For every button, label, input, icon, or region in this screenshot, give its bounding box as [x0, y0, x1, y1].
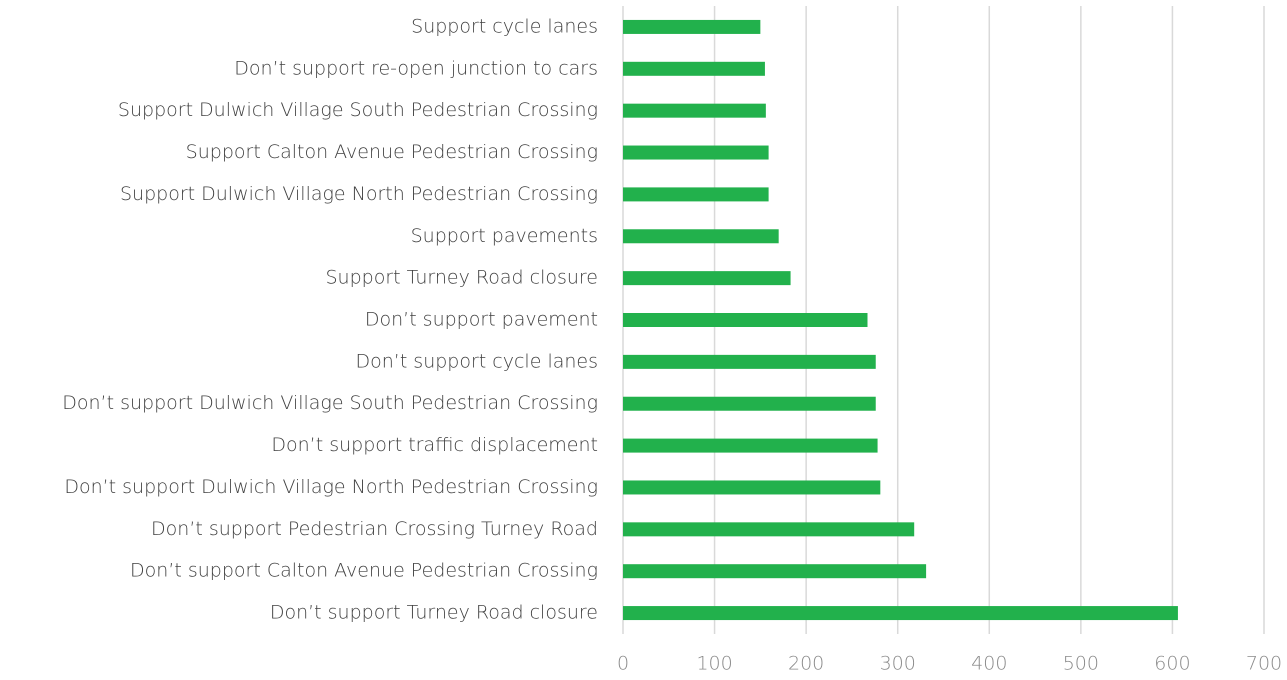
bar	[623, 61, 765, 76]
y-tick-label: Don’t support pavement	[365, 309, 598, 331]
x-tick-label: 300	[880, 653, 916, 675]
y-tick-label: Don’t support traffic displacement	[271, 434, 598, 456]
x-tick-label: 100	[696, 653, 732, 675]
bar	[623, 606, 1178, 621]
y-tick-label: Don’t support Dulwich Village North Pede…	[64, 476, 598, 498]
bar	[623, 103, 766, 118]
y-tick-label: Support Turney Road closure	[326, 267, 599, 289]
bar	[623, 564, 927, 579]
y-tick-label: Support Dulwich Village North Pedestrian…	[120, 183, 598, 205]
y-tick-label: Don’t support cycle lanes	[355, 350, 598, 372]
y-tick-label: Don’t support Turney Road closure	[270, 602, 598, 624]
y-tick-label: Don’t support Pedestrian Crossing Turney…	[151, 518, 598, 540]
bar	[623, 522, 915, 537]
bar	[623, 396, 876, 411]
x-tick-label: 700	[1246, 653, 1282, 675]
y-tick-label: Support cycle lanes	[411, 15, 598, 37]
y-tick-label: Support Dulwich Village South Pedestrian…	[118, 99, 598, 121]
bar	[623, 354, 876, 369]
y-tick-label: Don’t support re-open junction to cars	[234, 57, 598, 79]
bar	[623, 480, 881, 495]
y-tick-label: Don’t support Calton Avenue Pedestrian C…	[130, 560, 598, 582]
y-tick-label: Support Calton Avenue Pedestrian Crossin…	[186, 141, 598, 163]
x-tick-label: 500	[1063, 653, 1099, 675]
bar	[623, 145, 769, 160]
bar	[623, 313, 868, 327]
x-tick-label: 400	[971, 653, 1007, 675]
y-tick-label: Support pavements	[411, 225, 598, 247]
bar	[623, 271, 791, 286]
bar	[623, 19, 761, 34]
bar	[623, 438, 878, 453]
x-tick-label: 600	[1154, 653, 1190, 675]
x-tick-label: 200	[788, 653, 824, 675]
bar	[623, 187, 769, 202]
y-tick-label: Don’t support Dulwich Village South Pede…	[62, 392, 598, 414]
bar	[623, 229, 779, 244]
x-tick-label: 0	[617, 653, 629, 675]
